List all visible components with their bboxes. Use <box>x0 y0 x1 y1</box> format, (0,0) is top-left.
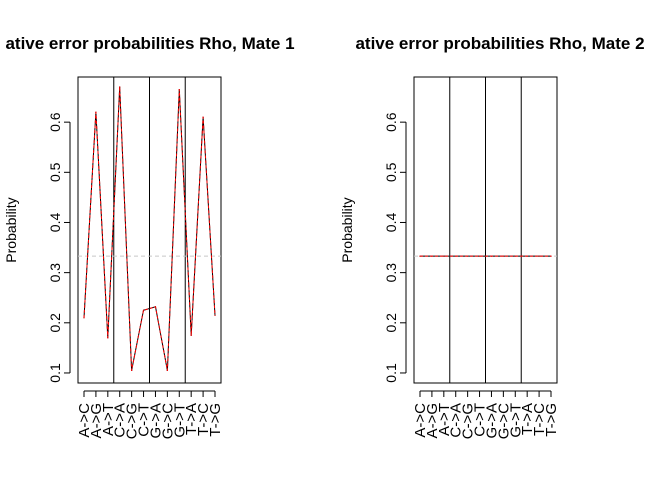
panel-1: ative error probabilities Rho, Mate 1 0.1… <box>3 34 295 439</box>
x-tick-label: C->G <box>124 403 141 439</box>
y-tick-label: 0.5 <box>383 162 399 182</box>
y-tick-label: 0.5 <box>47 162 63 182</box>
y-tick-label: 0.6 <box>383 112 399 132</box>
data-point <box>467 255 469 257</box>
data-point <box>107 337 109 339</box>
y-tick-label: 0.6 <box>47 112 63 132</box>
y-tick-label: 0.2 <box>47 313 63 333</box>
x-tick-label: C->A <box>448 403 465 438</box>
x-tick-label: A->T <box>100 403 117 436</box>
x-tick-label: G->A <box>483 403 500 438</box>
y-axis-label: Probability <box>3 197 19 262</box>
data-point <box>202 116 204 118</box>
data-point <box>95 111 97 113</box>
x-tick-label: A->G <box>88 403 105 438</box>
x-tick-label: G->C <box>495 403 512 439</box>
data-point <box>538 255 540 257</box>
y-axis-label: Probability <box>339 197 355 262</box>
y-tick-label: 0.3 <box>47 263 63 283</box>
x-tick-label: A->T <box>436 403 453 436</box>
x-tick-label: A->C <box>412 403 429 438</box>
data-point <box>131 369 133 372</box>
data-point <box>83 317 85 319</box>
chart-title: ative error probabilities Rho, Mate 2 <box>355 34 644 53</box>
data-point <box>419 255 421 257</box>
y-tick-label: 0.1 <box>383 363 399 383</box>
data-point <box>455 255 457 257</box>
y-tick-label: 0.3 <box>383 263 399 283</box>
series-line-1 <box>83 86 216 371</box>
data-point <box>478 255 481 257</box>
x-tick-label: T->C <box>195 403 212 436</box>
y-tick-label: 0.4 <box>383 213 399 233</box>
x-tick-label: G->T <box>507 403 524 438</box>
data-point <box>142 309 145 311</box>
x-tick-label: C->T <box>472 403 489 437</box>
x-tick-label: G->A <box>147 403 164 438</box>
x-tick-label: T->A <box>519 403 536 435</box>
x-tick-label: G->T <box>171 403 188 438</box>
panel-2: ative error probabilities Rho, Mate 2 0.1… <box>339 34 645 439</box>
data-point <box>166 369 168 372</box>
x-tick-label: C->G <box>460 403 477 439</box>
data-point <box>526 255 528 257</box>
x-tick-label: T->G <box>543 403 560 437</box>
data-point <box>490 255 493 257</box>
data-point <box>443 255 445 257</box>
chart-title: ative error probabilities Rho, Mate 1 <box>5 34 294 53</box>
data-point <box>154 306 157 308</box>
data-point <box>550 255 552 257</box>
data-point <box>514 255 516 257</box>
data-point <box>178 88 180 91</box>
x-tick-label: G->C <box>159 403 176 439</box>
x-tick-label: A->G <box>424 403 441 438</box>
data-point <box>502 255 504 257</box>
data-point <box>190 334 192 336</box>
x-tick-label: T->C <box>531 403 548 436</box>
y-tick-label: 0.1 <box>47 363 63 383</box>
y-tick-label: 0.2 <box>383 313 399 333</box>
x-tick-label: T->A <box>183 403 200 435</box>
y-tick-label: 0.4 <box>47 213 63 233</box>
x-tick-label: C->T <box>136 403 153 437</box>
x-tick-label: C->A <box>112 403 129 438</box>
data-point <box>214 314 216 316</box>
x-tick-label: A->C <box>76 403 93 438</box>
data-point <box>431 255 433 257</box>
x-tick-label: T->G <box>207 403 224 437</box>
data-point <box>119 86 121 88</box>
